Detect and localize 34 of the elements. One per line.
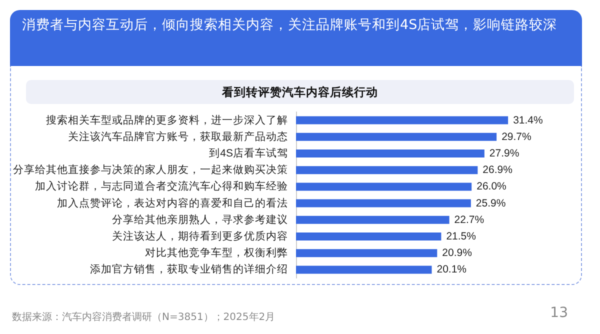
bar [296,150,484,158]
bar [296,166,478,174]
y-tick-label: 加入讨论群，与志同道合者交流汽车心得和购车经验 [35,180,288,193]
y-tick-label: 对比其他竞争车型，权衡利弊 [145,246,288,260]
bar [296,232,442,240]
data-label: 29.7% [502,130,532,143]
source-note: 数据来源：汽车内容消费者调研（N=3851）；2025年2月 [12,310,276,324]
bar [296,216,450,224]
data-label: 21.5% [446,230,476,242]
data-label: 25.9% [476,197,506,210]
y-tick-label: 分享给其他亲朋熟人，寻求参考建议 [112,212,288,226]
y-tick-label: 添加官方销售，获取专业销售的详细介绍 [90,262,288,276]
y-tick-label: 加入点赞评论，表达对内容的喜爱和自己的看法 [57,196,288,210]
y-tick-label: 搜索相关车型或品牌的更多资料，进一步深入了解 [46,113,288,126]
data-label: 31.4% [513,114,543,126]
bar [296,249,438,258]
bar [296,199,471,208]
data-label: 26.9% [482,164,512,176]
y-tick-label: 关注该汽车品牌官方账号，获取最新产品动态 [68,130,288,143]
bar [296,132,497,141]
chart-title: 消费者与内容互动后，倾向搜索相关内容，关注品牌账号和到4S店试驾，影响链路较深 [10,10,582,66]
data-label: 22.7% [454,214,484,226]
data-label: 20.9% [442,247,472,260]
bar [296,266,432,274]
bar [296,116,508,124]
bar [296,182,472,191]
y-tick-label: 分享给其他直接参与决策的家人朋友，一起来做购买决策 [13,163,288,176]
chart-subtitle: 看到转评赞汽车内容后续行动 [26,80,574,104]
y-tick-label: 关注该达人，期待看到更多优质内容 [112,230,288,242]
data-label: 27.9% [489,148,520,160]
text: 13 [550,305,568,321]
data-label: 26.0% [476,180,506,193]
y-tick-label: 到4S店看车试驾 [209,146,288,160]
data-label: 20.1% [436,264,467,276]
